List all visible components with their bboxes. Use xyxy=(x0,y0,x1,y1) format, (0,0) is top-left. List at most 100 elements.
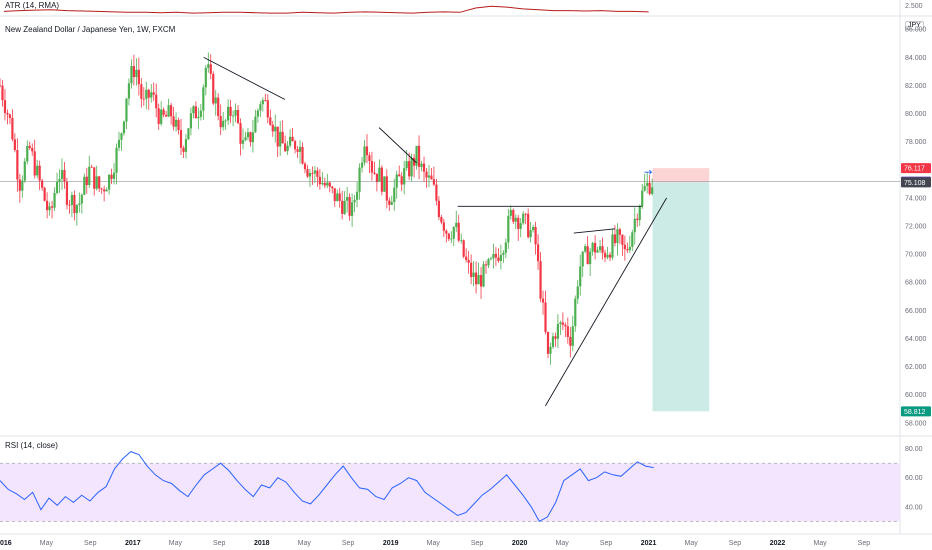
candle-body xyxy=(522,213,525,224)
candle-body xyxy=(651,187,654,194)
candle-body xyxy=(435,184,438,201)
candle-body xyxy=(497,257,500,261)
candle-body xyxy=(209,64,212,74)
candle-body xyxy=(179,130,183,148)
candle-body xyxy=(472,272,475,278)
candle-body xyxy=(147,89,150,98)
candle-body xyxy=(502,252,505,255)
price-label-target-text: 58.812 xyxy=(904,409,926,416)
candle-body xyxy=(598,246,602,251)
candle-body xyxy=(53,192,56,208)
price-axis-tick: 62.000 xyxy=(905,364,927,371)
price-axis-tick: 64.000 xyxy=(905,336,927,343)
atr-axis-tick: 2.500 xyxy=(905,3,923,10)
candle-body xyxy=(410,157,413,177)
candle-body xyxy=(31,147,34,152)
price-axis-tick: 86.000 xyxy=(905,27,927,34)
candle-body xyxy=(633,218,636,233)
candle-body xyxy=(482,264,485,287)
candle-body xyxy=(259,104,262,111)
candle-body xyxy=(199,110,202,117)
candle-body xyxy=(219,116,222,128)
candle-body xyxy=(447,233,450,240)
candle-body xyxy=(385,176,388,201)
candle-body xyxy=(18,179,21,191)
price-axis-tick: 80.000 xyxy=(905,111,927,118)
candle-body xyxy=(430,175,433,180)
candle-body xyxy=(365,146,369,156)
candle-body xyxy=(284,143,287,152)
price-axis-tick: 74.000 xyxy=(905,195,927,202)
candle-body xyxy=(346,197,349,201)
candle-body xyxy=(584,246,587,252)
candle-body xyxy=(26,145,29,162)
candle-body xyxy=(561,322,564,325)
candle-body xyxy=(318,176,321,185)
trendline xyxy=(573,228,616,234)
candle-body xyxy=(222,120,225,128)
candle-body xyxy=(110,174,113,179)
time-axis-month-label: May xyxy=(685,540,699,547)
candle-body xyxy=(169,105,173,117)
candle-body xyxy=(194,106,197,119)
candle-body xyxy=(549,346,552,354)
candle-body xyxy=(646,182,649,186)
candle-body xyxy=(70,194,74,206)
rsi-pane-label: RSI (14, close) xyxy=(5,441,58,450)
candle-body xyxy=(591,242,594,252)
candle-body xyxy=(33,151,36,176)
candle-body xyxy=(155,94,158,109)
candle-body xyxy=(105,189,108,192)
candle-body xyxy=(204,67,207,88)
candle-body xyxy=(331,186,334,189)
candle-body xyxy=(551,336,555,347)
time-axis-month-label: May xyxy=(40,540,54,547)
candle-body xyxy=(207,64,210,68)
candle-body xyxy=(120,133,123,140)
candle-body xyxy=(574,298,577,327)
candle-body xyxy=(457,222,460,241)
candle-body xyxy=(479,275,483,287)
candle-body xyxy=(55,182,59,193)
candle-body xyxy=(6,112,9,115)
candle-body xyxy=(638,206,641,221)
time-axis-year-label: 2021 xyxy=(641,540,657,547)
candle-body xyxy=(529,230,532,238)
candle-body xyxy=(187,128,190,140)
candle-body xyxy=(628,246,631,251)
time-axis-year-label: 2017 xyxy=(125,540,141,547)
rsi-axis-tick: 60.00 xyxy=(905,475,923,482)
symbol-title: New Zealand Dollar / Japanese Yen, 1W, F… xyxy=(5,25,176,34)
candle-body xyxy=(420,163,423,167)
currency-badge[interactable]: JPY xyxy=(905,21,924,30)
candle-body xyxy=(351,202,354,216)
candle-body xyxy=(527,213,530,238)
candle-body xyxy=(564,324,567,327)
candle-body xyxy=(576,286,579,299)
candle-body xyxy=(83,176,86,195)
candle-body xyxy=(65,181,69,205)
candle-body xyxy=(296,149,299,152)
candle-body xyxy=(536,244,540,262)
candle-body xyxy=(405,161,408,169)
candle-body xyxy=(189,113,193,129)
candle-body xyxy=(492,253,495,259)
candle-body xyxy=(16,150,19,180)
candle-body xyxy=(328,182,331,187)
candle-body xyxy=(616,229,619,244)
candle-body xyxy=(88,166,91,185)
candle-body xyxy=(261,100,264,105)
candle-body xyxy=(1,85,4,101)
candle-body xyxy=(291,136,294,142)
candle-body xyxy=(145,89,148,99)
candle-body xyxy=(442,222,445,231)
price-label-entry-text: 75.108 xyxy=(904,180,926,187)
candle-body xyxy=(313,170,317,174)
price-axis-tick: 72.000 xyxy=(905,224,927,231)
candle-body xyxy=(132,66,135,77)
candle-body xyxy=(432,179,436,185)
candle-body xyxy=(192,106,195,114)
candle-body xyxy=(427,175,431,178)
candle-body xyxy=(234,109,237,116)
